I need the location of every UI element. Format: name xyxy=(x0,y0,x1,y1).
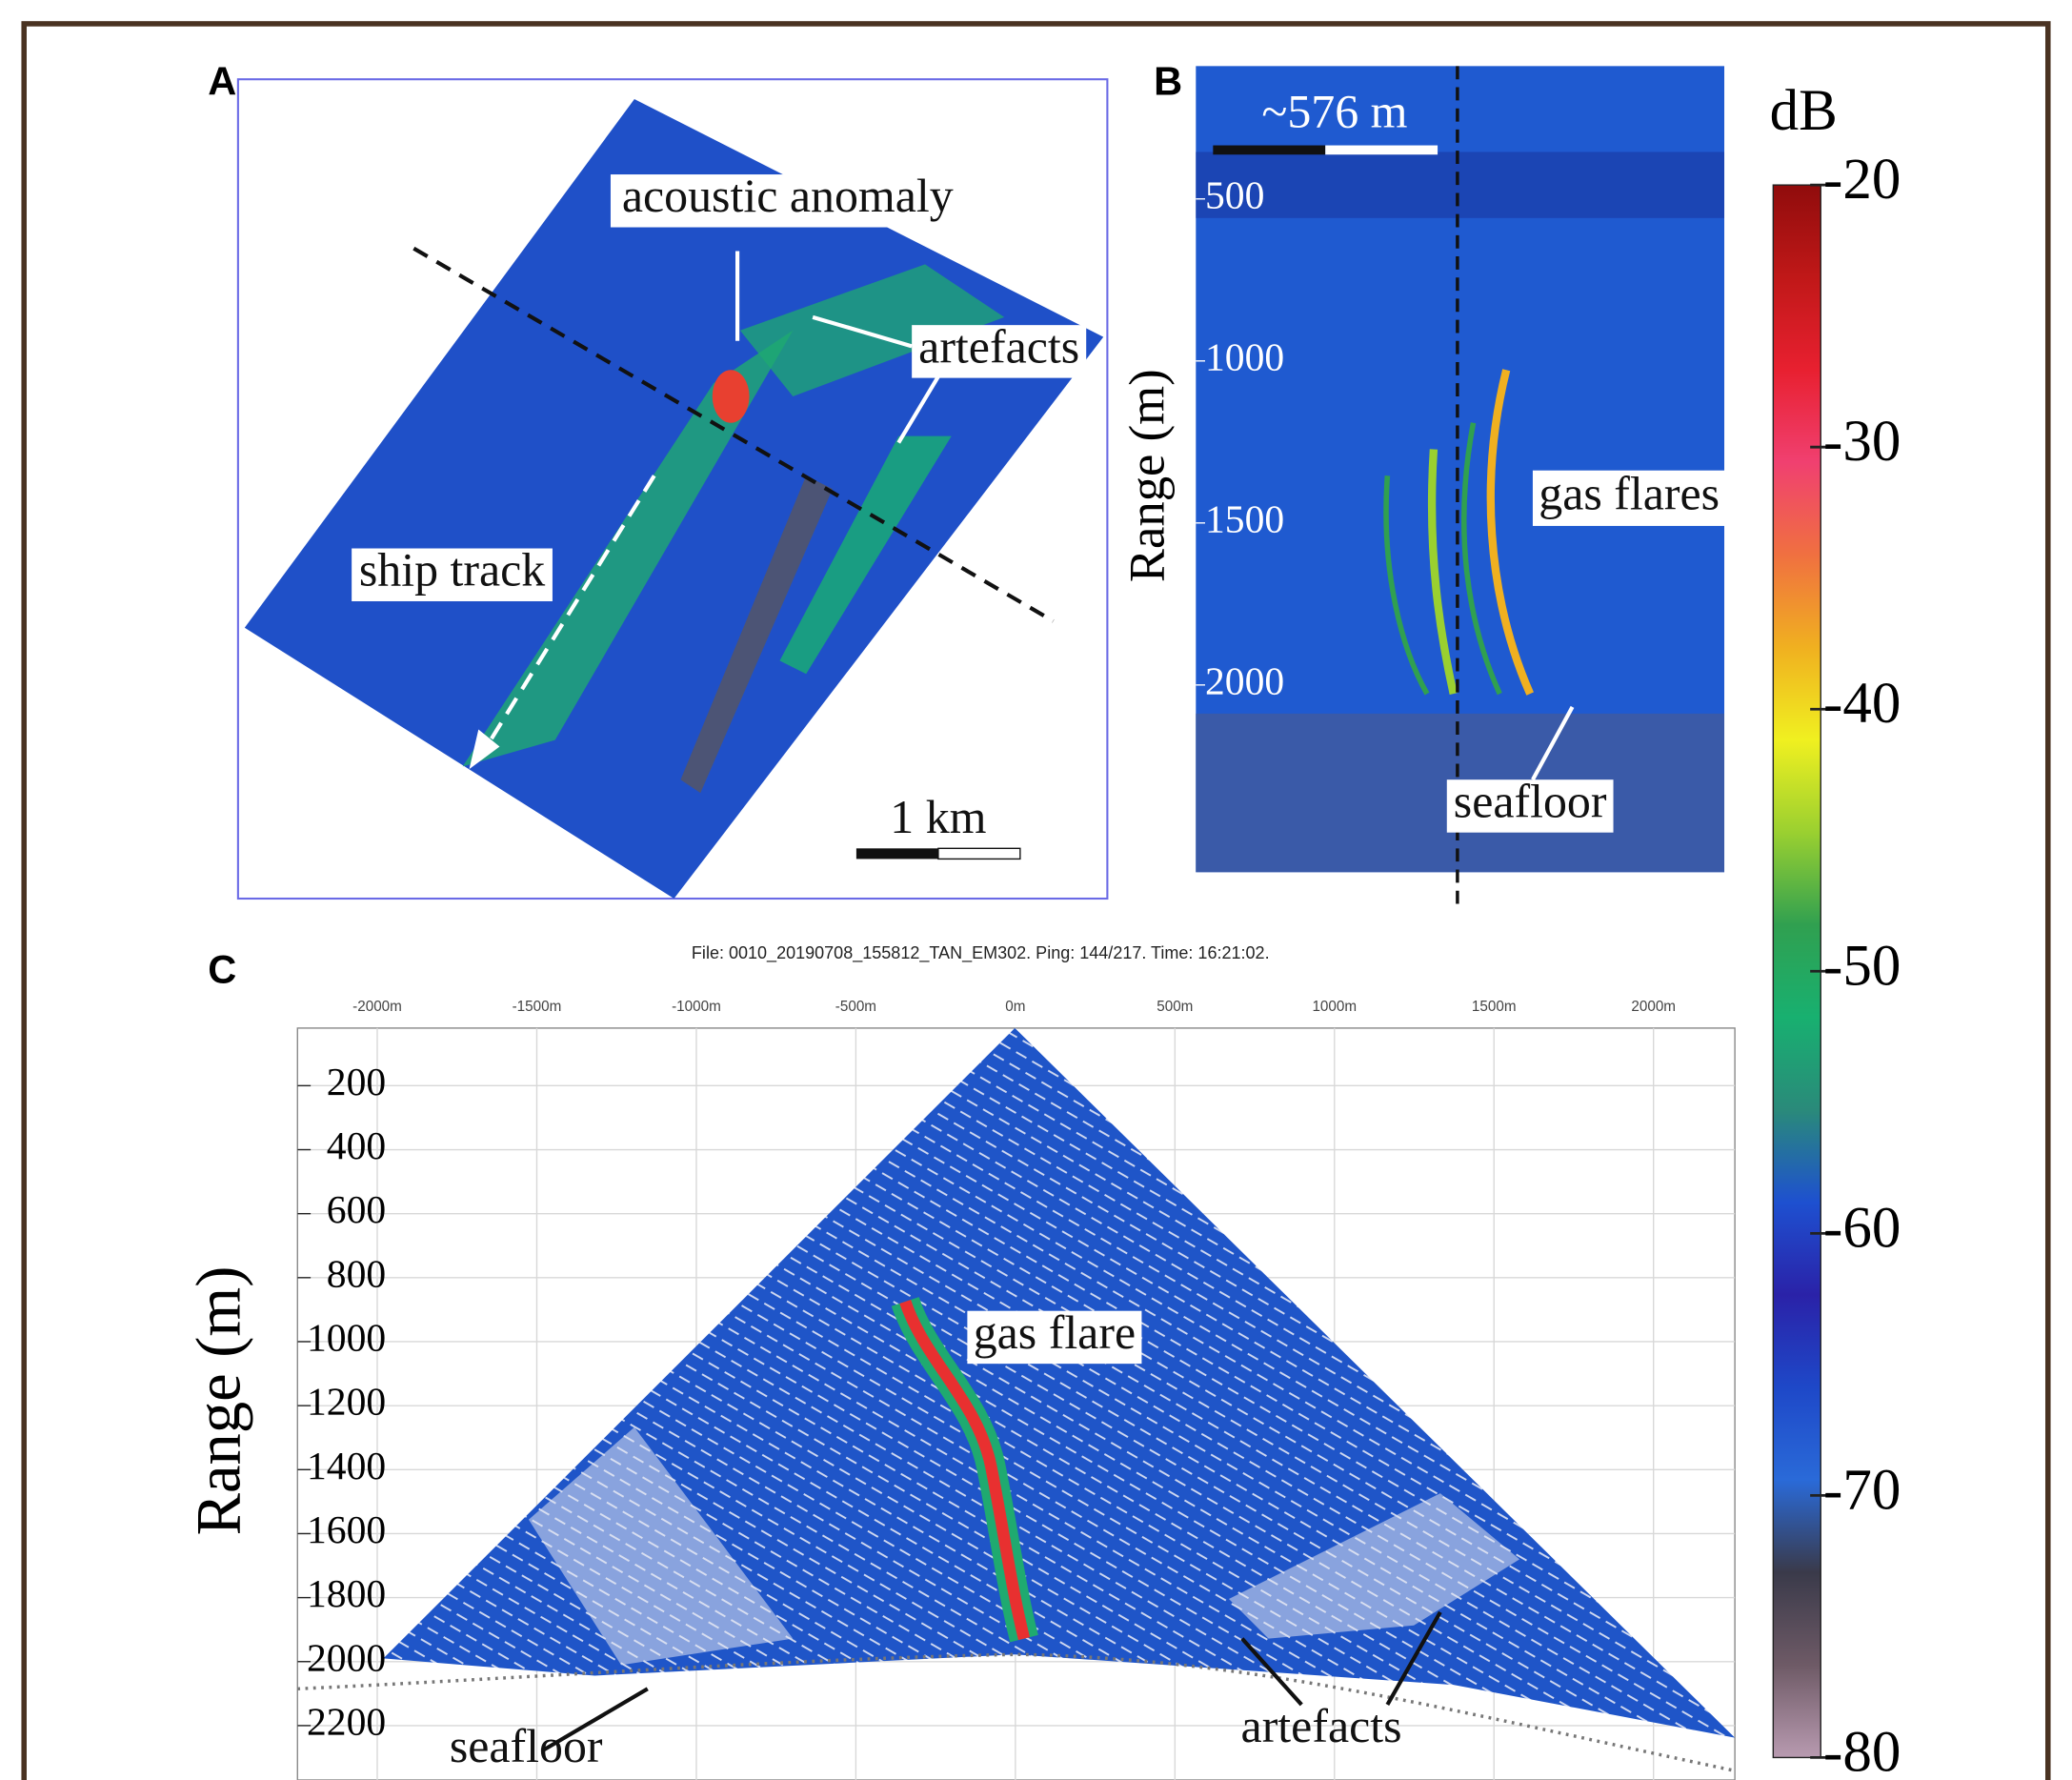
colorbar-tick-label: -40 xyxy=(1823,672,1901,736)
arrow xyxy=(540,1687,649,1753)
anomaly xyxy=(712,370,750,423)
scale-bar xyxy=(1325,145,1438,155)
panel-label: B xyxy=(1154,59,1182,104)
annotation: gas flares xyxy=(1539,467,1720,519)
arrow xyxy=(896,375,940,444)
y-tick-label: 1000 xyxy=(1205,334,1284,378)
colorbar-tick-label: -20 xyxy=(1823,148,1901,212)
x-tick-label: 0m xyxy=(1005,999,1025,1015)
band xyxy=(1196,152,1725,218)
artefact-band xyxy=(528,1426,794,1666)
scale-bar xyxy=(1213,145,1326,155)
flare xyxy=(1383,475,1430,696)
profile-line xyxy=(412,246,1055,623)
label-box xyxy=(1446,779,1614,833)
colorbar-tick-label: -70 xyxy=(1823,1458,1901,1522)
y-tick-label: 1600 xyxy=(307,1507,386,1551)
x-tick-label: -1000m xyxy=(672,999,721,1015)
label-box xyxy=(610,174,965,228)
colorbar-tick-label: -30 xyxy=(1823,410,1901,474)
panel-label: A xyxy=(208,59,236,104)
panel-b: ~576 m gas flares seafloor Range (m) B 5… xyxy=(1120,59,1726,912)
annotation: artefacts xyxy=(1241,1700,1402,1752)
scale-label: ~576 m xyxy=(1261,85,1407,137)
y-tick-label: 2000 xyxy=(1205,658,1284,702)
label-box xyxy=(1532,470,1726,526)
annotation: acoustic anomaly xyxy=(622,170,954,222)
stripe xyxy=(779,435,952,675)
scale-bar xyxy=(855,848,938,860)
colorbar: dB -20 -30 -40 -50 -60 -70 -80 xyxy=(1770,79,1901,1780)
panel-c: gas flare seafloor artefacts File: 0010_… xyxy=(184,943,1736,1780)
colorbar-tick-label: -80 xyxy=(1823,1720,1901,1780)
label-box xyxy=(912,325,1087,378)
flare xyxy=(899,1299,1031,1641)
y-tick-label: 1500 xyxy=(1205,496,1284,540)
annotation: seafloor xyxy=(1454,775,1607,827)
stripe xyxy=(739,264,1005,397)
panel-label: C xyxy=(208,947,236,992)
stripe xyxy=(462,330,794,767)
y-tick-label: 200 xyxy=(327,1060,386,1103)
arrow xyxy=(1385,1610,1442,1706)
label-box xyxy=(352,548,553,601)
map-frame xyxy=(236,78,1109,900)
x-tick-label: -500m xyxy=(835,999,876,1015)
annotation: ship track xyxy=(359,544,545,597)
y-tick-label: 500 xyxy=(1205,172,1264,216)
scale-bar xyxy=(937,847,1021,860)
y-axis-label: Range (m) xyxy=(184,1266,253,1536)
y-tick-label: 1400 xyxy=(307,1444,386,1487)
stripe xyxy=(680,475,833,794)
y-tick-label: 2000 xyxy=(307,1635,386,1679)
annotation: artefacts xyxy=(918,320,1079,373)
x-tick-label: -2000m xyxy=(352,999,402,1015)
x-tick-label: 1500m xyxy=(1472,999,1517,1015)
chart-title: File: 0010_20190708_155812_TAN_EM302. Pi… xyxy=(692,943,1270,963)
seafloor-line xyxy=(297,1652,1736,1772)
x-tick-label: 1000m xyxy=(1312,999,1357,1015)
y-tick-label: 600 xyxy=(327,1187,386,1231)
scale-label: 1 km xyxy=(890,791,986,843)
y-tick-label: 400 xyxy=(327,1123,386,1167)
label-box xyxy=(967,1310,1142,1365)
annotation: seafloor xyxy=(450,1720,603,1772)
ship-track-line xyxy=(480,475,656,755)
annotation: gas flare xyxy=(974,1306,1136,1359)
artefact-band xyxy=(1228,1493,1520,1639)
colorbar-tick-label: -50 xyxy=(1823,934,1901,998)
y-tick-label: 1200 xyxy=(307,1380,386,1424)
y-tick-label: 800 xyxy=(327,1251,386,1295)
y-tick-label: 1800 xyxy=(307,1571,386,1615)
frame xyxy=(21,21,2051,1780)
flare xyxy=(1460,422,1502,696)
x-tick-label: 2000m xyxy=(1631,999,1676,1015)
colorbar-title: dB xyxy=(1770,79,1838,143)
arrow-head xyxy=(469,729,500,770)
colorbar-tick-label: -60 xyxy=(1823,1196,1901,1260)
arrow xyxy=(812,314,913,349)
flare xyxy=(1427,449,1458,695)
y-axis-label: Range (m) xyxy=(1120,369,1176,582)
y-tick-label: 1000 xyxy=(307,1316,386,1360)
x-tick-label: -1500m xyxy=(513,999,562,1015)
x-tick-label: 500m xyxy=(1157,999,1193,1015)
arrow xyxy=(1531,705,1575,781)
arrow xyxy=(1240,1637,1303,1707)
flare xyxy=(1486,369,1534,696)
y-tick-label: 2200 xyxy=(307,1699,386,1743)
panel-a: acoustic anomaly artefacts ship track 1 … xyxy=(208,59,1109,900)
